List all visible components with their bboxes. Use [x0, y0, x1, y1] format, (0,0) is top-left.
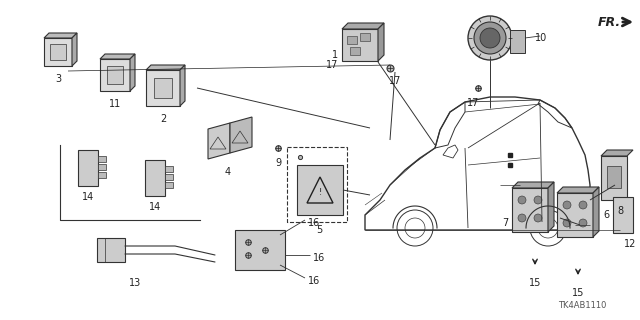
Text: 9: 9	[275, 158, 281, 168]
Polygon shape	[342, 29, 378, 61]
Text: 16: 16	[308, 218, 320, 228]
Polygon shape	[100, 54, 135, 59]
Circle shape	[518, 196, 526, 204]
Polygon shape	[593, 187, 599, 237]
Text: 10: 10	[535, 33, 547, 43]
Polygon shape	[44, 38, 72, 66]
Polygon shape	[107, 66, 124, 84]
Bar	[347, 36, 357, 44]
Text: 4: 4	[225, 167, 231, 177]
Polygon shape	[512, 182, 554, 188]
Circle shape	[480, 28, 500, 48]
Text: 13: 13	[129, 278, 141, 288]
Text: !: !	[318, 188, 322, 196]
Polygon shape	[230, 117, 252, 153]
Polygon shape	[557, 187, 599, 193]
Polygon shape	[44, 33, 77, 38]
Polygon shape	[235, 230, 285, 270]
Text: 7: 7	[502, 218, 508, 228]
Circle shape	[579, 219, 587, 227]
Bar	[98, 156, 106, 162]
Polygon shape	[557, 193, 593, 237]
Polygon shape	[512, 188, 548, 232]
Text: 11: 11	[109, 99, 121, 109]
Polygon shape	[613, 197, 633, 233]
Text: 15: 15	[572, 288, 584, 298]
Text: 12: 12	[624, 239, 636, 249]
Bar	[165, 166, 173, 172]
Polygon shape	[72, 33, 77, 66]
Text: TK4AB1110: TK4AB1110	[558, 301, 606, 310]
Text: 17: 17	[389, 76, 401, 86]
Polygon shape	[548, 182, 554, 232]
Polygon shape	[601, 150, 633, 156]
Text: 1: 1	[332, 50, 338, 60]
Text: 8: 8	[617, 206, 623, 216]
Text: 17: 17	[326, 60, 338, 70]
Bar	[287, 147, 347, 222]
Circle shape	[563, 201, 571, 209]
Circle shape	[468, 16, 512, 60]
Circle shape	[563, 219, 571, 227]
Text: 6: 6	[603, 210, 609, 220]
Bar	[98, 164, 106, 170]
Bar	[607, 166, 621, 188]
Polygon shape	[342, 23, 384, 29]
Polygon shape	[100, 59, 130, 91]
Circle shape	[474, 22, 506, 54]
Text: 16: 16	[308, 276, 320, 286]
Polygon shape	[145, 160, 165, 196]
Polygon shape	[97, 238, 125, 262]
Polygon shape	[208, 123, 230, 159]
Text: 2: 2	[160, 114, 166, 124]
Polygon shape	[510, 30, 525, 53]
Text: 5: 5	[316, 225, 322, 235]
Polygon shape	[146, 65, 185, 70]
Text: 17: 17	[467, 98, 479, 108]
Text: 3: 3	[55, 74, 61, 84]
Polygon shape	[180, 65, 185, 106]
Text: 14: 14	[149, 202, 161, 212]
Circle shape	[518, 214, 526, 222]
Polygon shape	[154, 78, 172, 98]
Bar	[350, 47, 360, 55]
Text: 16: 16	[313, 253, 325, 263]
Bar	[165, 174, 173, 180]
Polygon shape	[78, 150, 98, 186]
Polygon shape	[378, 23, 384, 61]
Bar	[165, 182, 173, 188]
Polygon shape	[130, 54, 135, 91]
Polygon shape	[51, 44, 66, 60]
Polygon shape	[297, 165, 343, 215]
Circle shape	[534, 214, 542, 222]
Text: 15: 15	[529, 278, 541, 288]
Circle shape	[534, 196, 542, 204]
Circle shape	[579, 201, 587, 209]
Text: 14: 14	[82, 192, 94, 202]
Polygon shape	[146, 70, 180, 106]
Text: FR.: FR.	[598, 15, 621, 28]
Bar	[360, 33, 370, 41]
Bar	[98, 172, 106, 178]
Polygon shape	[601, 156, 627, 200]
